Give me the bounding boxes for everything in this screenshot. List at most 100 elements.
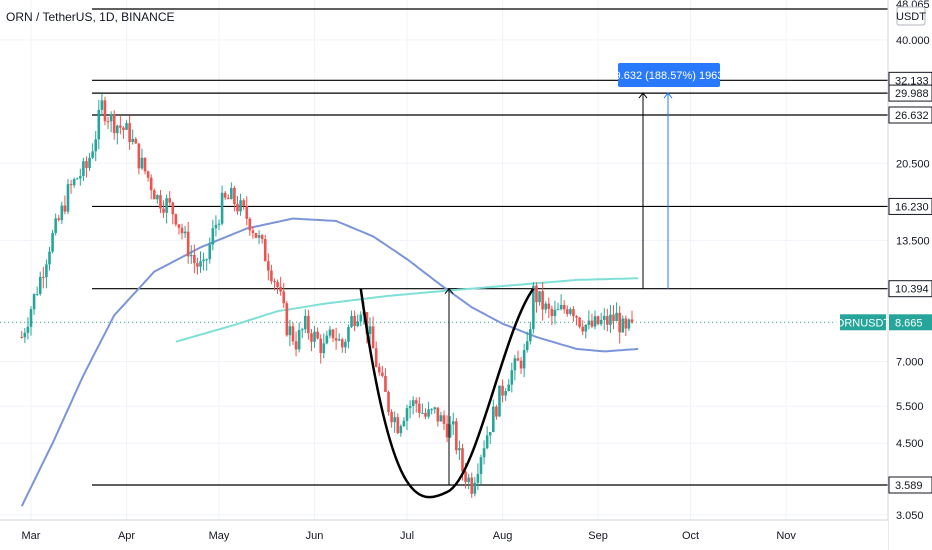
candle bbox=[282, 282, 286, 308]
candle-body bbox=[60, 205, 64, 220]
candle-body bbox=[131, 138, 135, 143]
candle bbox=[498, 385, 501, 417]
candle-body bbox=[251, 230, 255, 234]
candle bbox=[451, 412, 455, 436]
time-axis[interactable]: Mar Apr May Jun Jul Aug Sep Oct Nov bbox=[0, 519, 888, 550]
candle bbox=[492, 399, 495, 433]
candle bbox=[165, 194, 168, 224]
candle-body bbox=[42, 276, 45, 278]
candle bbox=[630, 310, 634, 324]
candle bbox=[476, 463, 480, 490]
candle-body bbox=[593, 316, 597, 327]
candle bbox=[390, 409, 393, 428]
candle-body bbox=[525, 341, 529, 351]
candle-body bbox=[492, 406, 495, 433]
price-tick-label: 13.500 bbox=[896, 235, 930, 247]
candle bbox=[624, 315, 628, 337]
candle bbox=[63, 195, 67, 215]
candle-body bbox=[393, 417, 396, 423]
candle bbox=[485, 426, 489, 450]
candle-body bbox=[57, 218, 61, 220]
candle-body bbox=[79, 176, 82, 179]
candle bbox=[344, 339, 347, 354]
price-axis[interactable]: 48.065 40.000 20.500 13.500 7.000 5.500 4.500 3… bbox=[836, 0, 932, 550]
candle-body bbox=[384, 375, 387, 392]
candle-body bbox=[267, 261, 270, 271]
candle-body bbox=[599, 319, 603, 325]
candle bbox=[267, 253, 270, 281]
candle bbox=[602, 308, 606, 330]
candle bbox=[513, 354, 517, 381]
candle-body bbox=[461, 448, 464, 472]
candle-body bbox=[565, 309, 569, 314]
cup-pattern-curve bbox=[359, 287, 535, 499]
candle bbox=[350, 310, 353, 328]
candle-body bbox=[402, 420, 406, 426]
candle bbox=[48, 247, 51, 271]
measure-label-box bbox=[618, 63, 720, 87]
price-tick-label: 40.000 bbox=[896, 35, 930, 47]
candle-body bbox=[177, 224, 181, 228]
candle-body bbox=[353, 315, 356, 327]
candle bbox=[612, 305, 615, 330]
candlesticks[interactable] bbox=[20, 93, 634, 498]
candle-body bbox=[54, 218, 57, 233]
candle-body bbox=[627, 319, 631, 329]
candle bbox=[45, 259, 48, 289]
candle bbox=[593, 310, 597, 330]
candle-body bbox=[562, 304, 566, 310]
candle-body bbox=[445, 423, 449, 438]
candle-body bbox=[109, 114, 113, 122]
candle-body bbox=[624, 318, 628, 329]
candle-body bbox=[189, 254, 193, 257]
candle bbox=[381, 366, 384, 378]
candle bbox=[328, 325, 332, 339]
candle bbox=[82, 157, 85, 182]
candle-body bbox=[35, 293, 39, 295]
candle bbox=[94, 131, 98, 162]
candle bbox=[57, 214, 61, 222]
candle-body bbox=[300, 329, 304, 331]
moving-average-long bbox=[20, 217, 639, 507]
candle-body bbox=[239, 200, 242, 212]
candle bbox=[208, 237, 212, 264]
candle-body bbox=[26, 326, 30, 333]
candle-body bbox=[516, 358, 520, 361]
candle bbox=[334, 327, 338, 350]
time-tick-label: Jun bbox=[306, 530, 324, 542]
candle bbox=[371, 316, 375, 349]
level-tag-text: 26.632 bbox=[895, 110, 929, 122]
candle bbox=[606, 308, 609, 332]
candle-body bbox=[307, 315, 310, 334]
candle bbox=[353, 310, 356, 332]
candle-body bbox=[48, 251, 51, 265]
candle bbox=[146, 170, 150, 182]
candle bbox=[313, 325, 316, 348]
candle-body bbox=[186, 231, 190, 257]
candle-body bbox=[119, 125, 122, 128]
candle-body bbox=[541, 291, 544, 310]
time-axis-bg bbox=[0, 520, 888, 550]
candle bbox=[411, 396, 415, 415]
candle bbox=[495, 404, 498, 420]
current-price-tag-box bbox=[889, 314, 932, 331]
candle bbox=[377, 362, 381, 376]
candle-body bbox=[584, 324, 588, 332]
candle bbox=[615, 302, 618, 322]
candle bbox=[316, 327, 319, 340]
candle bbox=[482, 440, 486, 465]
symbol-tag-box bbox=[840, 314, 886, 331]
candle-body bbox=[85, 161, 88, 168]
candle bbox=[618, 305, 621, 344]
candle bbox=[42, 266, 45, 289]
candle-body bbox=[38, 276, 42, 294]
candle bbox=[387, 390, 390, 416]
candle-body bbox=[501, 385, 504, 396]
candle bbox=[276, 279, 279, 295]
symbol-tag-text: ORNUSDT bbox=[836, 317, 891, 329]
measure-arrow-head bbox=[663, 92, 673, 99]
candle-body bbox=[550, 308, 554, 316]
candle bbox=[442, 410, 446, 431]
candle bbox=[248, 217, 252, 236]
